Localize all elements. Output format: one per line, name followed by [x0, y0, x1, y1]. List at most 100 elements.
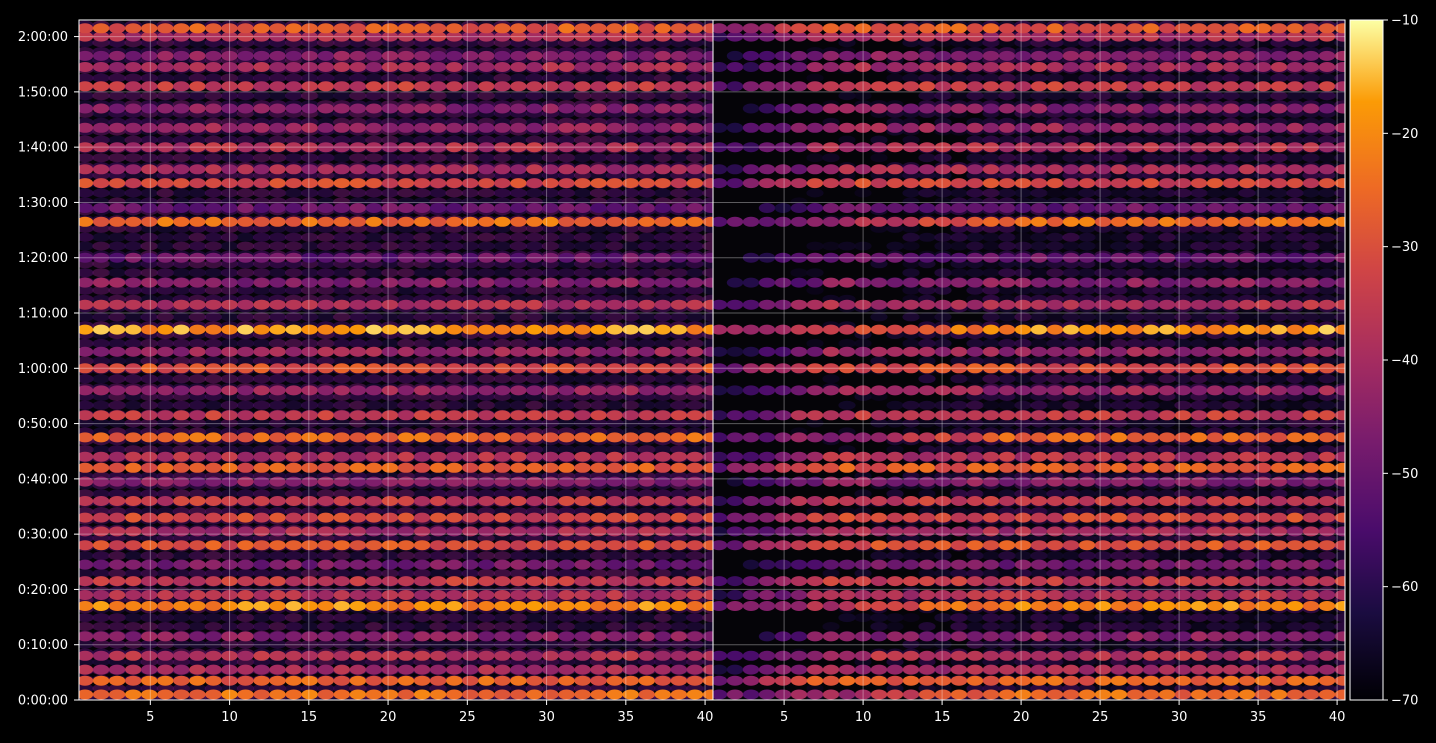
heat-cell	[686, 363, 704, 374]
heat-cell	[349, 122, 367, 133]
heat-cell	[79, 613, 94, 623]
heat-cell	[92, 356, 110, 366]
heat-cell	[574, 103, 591, 114]
heat-cell	[429, 512, 447, 523]
heat-cell	[172, 285, 190, 295]
heat-cell	[558, 103, 575, 114]
heat-cell	[541, 639, 560, 649]
heat-cell	[301, 489, 319, 499]
heat-cell	[397, 601, 415, 611]
heat-cell	[589, 418, 608, 428]
heat-cell	[413, 103, 431, 114]
heat-cell	[173, 559, 190, 570]
heat-cell	[622, 650, 639, 661]
heat-cell	[446, 81, 463, 92]
heat-cell	[446, 178, 463, 189]
heat-cell	[494, 540, 511, 551]
heat-cell	[702, 188, 713, 198]
heat-cell	[478, 178, 495, 189]
heat-cell	[79, 312, 94, 322]
heat-cell	[446, 346, 463, 357]
heat-cell	[413, 178, 431, 189]
heat-cell	[125, 432, 142, 443]
heat-cell	[413, 590, 431, 600]
heat-cell	[381, 551, 399, 561]
heat-cell	[141, 385, 158, 396]
heat-cell	[141, 689, 158, 700]
heat-cell	[589, 551, 608, 561]
heat-cell	[365, 512, 383, 523]
heat-cell	[686, 559, 704, 570]
heat-cell	[574, 164, 591, 175]
heat-cell	[79, 462, 94, 473]
heat-cell	[92, 142, 110, 153]
heat-cell	[574, 346, 591, 357]
heat-cell	[477, 285, 495, 295]
heat-cell	[397, 639, 415, 649]
heat-cell	[493, 418, 511, 428]
heat-cell	[478, 512, 495, 523]
heat-cell	[638, 216, 655, 227]
heat-cell	[445, 639, 463, 649]
heat-cell	[188, 312, 207, 322]
heat-cell	[606, 533, 624, 543]
heat-cell	[237, 23, 254, 34]
heat-cell	[173, 590, 190, 600]
heat-cell	[686, 277, 704, 288]
heat-cell	[1238, 568, 1256, 578]
heat-cell	[606, 346, 623, 357]
heat-cell	[590, 476, 607, 487]
heat-cell	[477, 551, 495, 561]
heat-cell	[510, 410, 527, 421]
heat-cell	[622, 241, 640, 251]
heat-cell	[92, 385, 110, 396]
heat-cell	[622, 639, 640, 649]
heat-cell	[156, 338, 174, 348]
heat-cell	[349, 622, 367, 631]
heat-cell	[494, 178, 511, 189]
heat-cell	[478, 675, 495, 686]
heat-cell	[79, 356, 94, 366]
heat-cell	[1094, 613, 1112, 623]
heat-cell	[477, 241, 495, 251]
heat-cell	[702, 232, 713, 242]
heat-cell	[477, 639, 495, 649]
heat-cell	[413, 568, 431, 578]
heat-cell	[1238, 622, 1256, 631]
heat-cell	[574, 590, 591, 600]
heat-cell	[509, 73, 528, 83]
heat-cell	[333, 526, 350, 537]
heat-cell	[253, 576, 270, 587]
heat-cell	[590, 178, 607, 189]
heat-cell	[189, 324, 206, 335]
heat-cell	[349, 576, 367, 587]
heat-cell	[558, 496, 575, 506]
heat-cell	[493, 356, 511, 366]
heat-cell	[998, 622, 1016, 631]
heat-cell	[670, 675, 688, 686]
heat-cell	[622, 613, 640, 623]
heat-cell	[638, 533, 656, 543]
heat-cell	[429, 338, 447, 348]
heat-cell	[638, 496, 655, 506]
heat-cell	[510, 324, 527, 335]
heat-cell	[108, 476, 126, 487]
heat-cell	[590, 410, 607, 421]
heat-cell	[205, 650, 222, 661]
heat-cell	[702, 432, 713, 443]
heat-cell	[349, 400, 367, 410]
heat-cell	[477, 613, 495, 623]
heat-cell	[252, 568, 271, 578]
heat-cell	[573, 400, 592, 410]
heat-cell	[446, 664, 463, 675]
heat-cell	[157, 164, 174, 175]
heat-cell	[702, 631, 713, 642]
heat-cell	[1334, 613, 1345, 623]
heat-cell	[236, 400, 255, 410]
heat-cell	[285, 496, 302, 506]
heat-cell	[269, 363, 286, 374]
heat-cell	[493, 188, 511, 198]
heat-cell	[590, 23, 607, 34]
heat-cell	[301, 689, 318, 700]
